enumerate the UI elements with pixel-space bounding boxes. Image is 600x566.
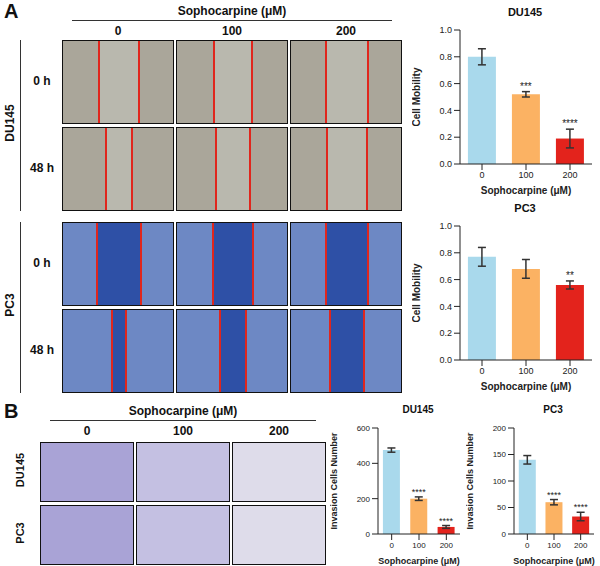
svg-text:****: **** bbox=[412, 487, 427, 497]
svg-text:Sophocarpine (μM): Sophocarpine (μM) bbox=[378, 556, 460, 566]
html-text:DU145: DU145 bbox=[3, 104, 17, 142]
html-text:Sophocarpine (μM): Sophocarpine (μM) bbox=[177, 4, 287, 18]
svg-text:600: 600 bbox=[357, 424, 371, 433]
html-text:48 h: 48 h bbox=[30, 161, 54, 175]
svg-text:0: 0 bbox=[502, 530, 507, 539]
html-text:0 h: 0 h bbox=[33, 74, 51, 88]
svg-text:150: 150 bbox=[493, 450, 507, 459]
svg-text:200: 200 bbox=[562, 366, 577, 376]
svg-text:0.2: 0.2 bbox=[439, 132, 452, 142]
svg-text:**: ** bbox=[566, 270, 574, 281]
svg-text:200: 200 bbox=[440, 541, 454, 550]
html-text:A: A bbox=[4, 0, 19, 22]
html-text:200: 200 bbox=[269, 424, 289, 438]
html-text:B: B bbox=[4, 400, 19, 422]
html-text:DU145: DU145 bbox=[507, 6, 543, 18]
svg-text:200: 200 bbox=[357, 495, 371, 504]
svg-text:0: 0 bbox=[479, 170, 484, 180]
svg-text:0.4: 0.4 bbox=[439, 106, 452, 116]
html-text:PC3: PC3 bbox=[514, 202, 536, 214]
html-text:0: 0 bbox=[83, 424, 91, 438]
svg-text:400: 400 bbox=[357, 459, 371, 468]
html-text:200: 200 bbox=[336, 24, 356, 38]
svg-text:Cell Mobility: Cell Mobility bbox=[412, 67, 422, 126]
svg-text:200: 200 bbox=[574, 541, 588, 550]
svg-text:1.0: 1.0 bbox=[439, 25, 452, 35]
svg-text:100: 100 bbox=[412, 541, 426, 550]
svg-text:200: 200 bbox=[493, 424, 507, 433]
svg-text:0: 0 bbox=[525, 541, 530, 550]
svg-text:0.0: 0.0 bbox=[439, 355, 452, 365]
svg-text:0.2: 0.2 bbox=[439, 328, 452, 338]
svg-text:Sophocarpine (μM): Sophocarpine (μM) bbox=[481, 381, 572, 392]
svg-text:0: 0 bbox=[479, 366, 484, 376]
html-text:DU145: DU145 bbox=[14, 452, 26, 488]
svg-text:****: **** bbox=[574, 502, 589, 512]
svg-text:0.4: 0.4 bbox=[439, 302, 452, 312]
svg-text:****: **** bbox=[562, 118, 578, 129]
svg-text:Invasion Cells Number: Invasion Cells Number bbox=[466, 432, 475, 530]
svg-text:***: *** bbox=[520, 81, 532, 92]
svg-text:1.0: 1.0 bbox=[439, 221, 452, 231]
html-text:48 h: 48 h bbox=[30, 343, 54, 357]
html-text:100: 100 bbox=[222, 24, 242, 38]
svg-text:0: 0 bbox=[389, 541, 394, 550]
svg-text:100: 100 bbox=[493, 477, 507, 486]
svg-text:100: 100 bbox=[547, 541, 561, 550]
svg-text:0.0: 0.0 bbox=[439, 159, 452, 169]
svg-text:****: **** bbox=[439, 516, 454, 526]
svg-text:100: 100 bbox=[518, 170, 533, 180]
html-text:0: 0 bbox=[114, 24, 122, 38]
svg-text:Sophocarpine (μM): Sophocarpine (μM) bbox=[481, 185, 572, 196]
html-text:PC3: PC3 bbox=[543, 404, 563, 415]
svg-text:200: 200 bbox=[562, 170, 577, 180]
html-text:DU145: DU145 bbox=[402, 404, 434, 415]
svg-text:50: 50 bbox=[497, 503, 506, 512]
html-text:PC3: PC3 bbox=[3, 293, 17, 317]
html-text:100: 100 bbox=[173, 424, 193, 438]
svg-text:100: 100 bbox=[518, 366, 533, 376]
html-text:0 h: 0 h bbox=[33, 256, 51, 270]
svg-text:0.8: 0.8 bbox=[439, 248, 452, 258]
svg-text:Sophocarpine (μM): Sophocarpine (μM) bbox=[513, 556, 592, 566]
svg-text:0.6: 0.6 bbox=[439, 79, 452, 89]
svg-text:****: **** bbox=[547, 490, 562, 500]
svg-text:0: 0 bbox=[366, 530, 371, 539]
svg-text:Cell Mobility: Cell Mobility bbox=[412, 263, 422, 322]
svg-text:0.8: 0.8 bbox=[439, 52, 452, 62]
html-text:PC3: PC3 bbox=[14, 522, 26, 544]
svg-text:Invasion Cells Number: Invasion Cells Number bbox=[330, 432, 339, 530]
svg-text:0.6: 0.6 bbox=[439, 275, 452, 285]
html-text:Sophocarpine (μM): Sophocarpine (μM) bbox=[128, 404, 238, 418]
